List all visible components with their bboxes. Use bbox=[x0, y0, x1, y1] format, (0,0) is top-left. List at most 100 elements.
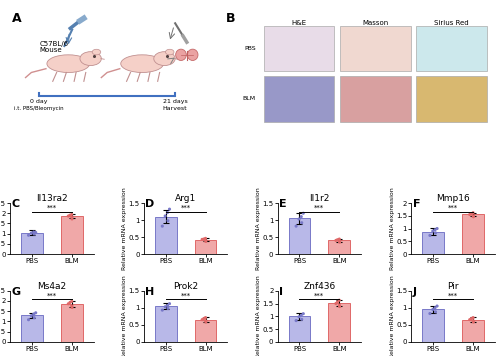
Text: 0 day: 0 day bbox=[30, 99, 48, 104]
Bar bbox=[194, 320, 216, 342]
FancyBboxPatch shape bbox=[340, 76, 410, 122]
Point bbox=[198, 236, 206, 242]
Point bbox=[24, 317, 32, 323]
Bar bbox=[328, 303, 350, 342]
Point bbox=[164, 210, 172, 215]
Point bbox=[433, 303, 441, 309]
Bar bbox=[21, 315, 43, 342]
Text: I: I bbox=[279, 287, 283, 297]
Ellipse shape bbox=[188, 49, 198, 61]
Point bbox=[66, 300, 74, 305]
Text: B: B bbox=[226, 12, 235, 25]
Point bbox=[200, 316, 207, 321]
Point bbox=[32, 310, 40, 316]
Text: ***: *** bbox=[180, 205, 190, 211]
Bar bbox=[288, 218, 310, 254]
Point bbox=[30, 231, 38, 237]
Point bbox=[164, 305, 172, 311]
Text: H: H bbox=[145, 287, 154, 297]
Point bbox=[336, 239, 344, 245]
Point bbox=[202, 236, 209, 241]
Point bbox=[466, 212, 473, 218]
Point bbox=[68, 303, 76, 309]
Point bbox=[468, 316, 475, 321]
Point bbox=[202, 319, 210, 325]
Title: Znf436: Znf436 bbox=[304, 282, 336, 290]
Point bbox=[332, 237, 340, 243]
Point bbox=[431, 227, 439, 233]
Point bbox=[30, 311, 38, 317]
Point bbox=[429, 228, 437, 234]
Text: i.t. PBS/Bleomycin: i.t. PBS/Bleomycin bbox=[14, 106, 64, 111]
Point bbox=[469, 318, 477, 324]
Bar bbox=[61, 304, 82, 342]
Text: ***: *** bbox=[448, 293, 458, 299]
Point bbox=[432, 309, 440, 315]
Y-axis label: Relative mRNA expression: Relative mRNA expression bbox=[256, 275, 261, 356]
Bar bbox=[21, 232, 43, 254]
Title: Mmp16: Mmp16 bbox=[436, 194, 470, 203]
Ellipse shape bbox=[176, 49, 186, 61]
Point bbox=[300, 210, 308, 216]
Title: Pir: Pir bbox=[448, 282, 459, 290]
Text: C57BL/6: C57BL/6 bbox=[39, 41, 68, 47]
Text: Sirius Red: Sirius Red bbox=[434, 20, 469, 26]
Bar bbox=[288, 316, 310, 342]
Bar bbox=[61, 216, 82, 254]
Ellipse shape bbox=[121, 55, 164, 73]
Title: Prok2: Prok2 bbox=[173, 282, 198, 290]
Circle shape bbox=[154, 52, 175, 66]
Text: H&E: H&E bbox=[292, 20, 306, 26]
Text: ***: *** bbox=[46, 205, 57, 211]
Point bbox=[295, 216, 303, 222]
Point bbox=[161, 213, 169, 219]
Text: A: A bbox=[12, 12, 22, 25]
Ellipse shape bbox=[47, 55, 90, 73]
Text: ***: *** bbox=[46, 293, 57, 299]
Text: J: J bbox=[412, 287, 416, 297]
Title: Ms4a2: Ms4a2 bbox=[37, 282, 66, 290]
Text: PBS: PBS bbox=[244, 46, 256, 51]
Point bbox=[298, 316, 306, 322]
Bar bbox=[194, 240, 216, 254]
Point bbox=[432, 230, 440, 236]
Bar bbox=[328, 240, 350, 254]
Point bbox=[198, 317, 206, 323]
Y-axis label: Relative mRNA expression: Relative mRNA expression bbox=[390, 187, 394, 270]
Point bbox=[336, 302, 344, 308]
Point bbox=[470, 214, 478, 220]
Point bbox=[24, 232, 32, 238]
Point bbox=[298, 220, 306, 226]
Circle shape bbox=[80, 52, 102, 66]
Point bbox=[469, 213, 477, 219]
Point bbox=[202, 315, 209, 320]
Text: 21 days: 21 days bbox=[163, 99, 188, 104]
Point bbox=[336, 238, 344, 244]
Point bbox=[295, 314, 303, 320]
Bar bbox=[462, 215, 484, 254]
FancyBboxPatch shape bbox=[340, 26, 410, 71]
Bar bbox=[154, 216, 176, 254]
Y-axis label: Relative mRNA expression: Relative mRNA expression bbox=[122, 187, 127, 270]
Point bbox=[28, 230, 36, 236]
Text: C: C bbox=[11, 199, 20, 209]
Text: Masson: Masson bbox=[362, 20, 388, 26]
Point bbox=[202, 239, 210, 244]
Bar bbox=[422, 309, 444, 342]
Text: ***: *** bbox=[314, 293, 324, 299]
Point bbox=[64, 213, 72, 219]
Point bbox=[334, 237, 342, 242]
Point bbox=[68, 216, 76, 222]
Bar bbox=[422, 232, 444, 254]
Title: Il13ra2: Il13ra2 bbox=[36, 194, 68, 203]
Point bbox=[292, 318, 300, 324]
Point bbox=[202, 318, 209, 324]
FancyBboxPatch shape bbox=[416, 26, 487, 71]
FancyBboxPatch shape bbox=[416, 76, 487, 122]
Point bbox=[468, 211, 475, 216]
Text: Harvest: Harvest bbox=[163, 106, 188, 111]
Point bbox=[336, 297, 344, 303]
Text: E: E bbox=[279, 199, 286, 209]
Point bbox=[200, 236, 207, 242]
Point bbox=[332, 301, 340, 307]
